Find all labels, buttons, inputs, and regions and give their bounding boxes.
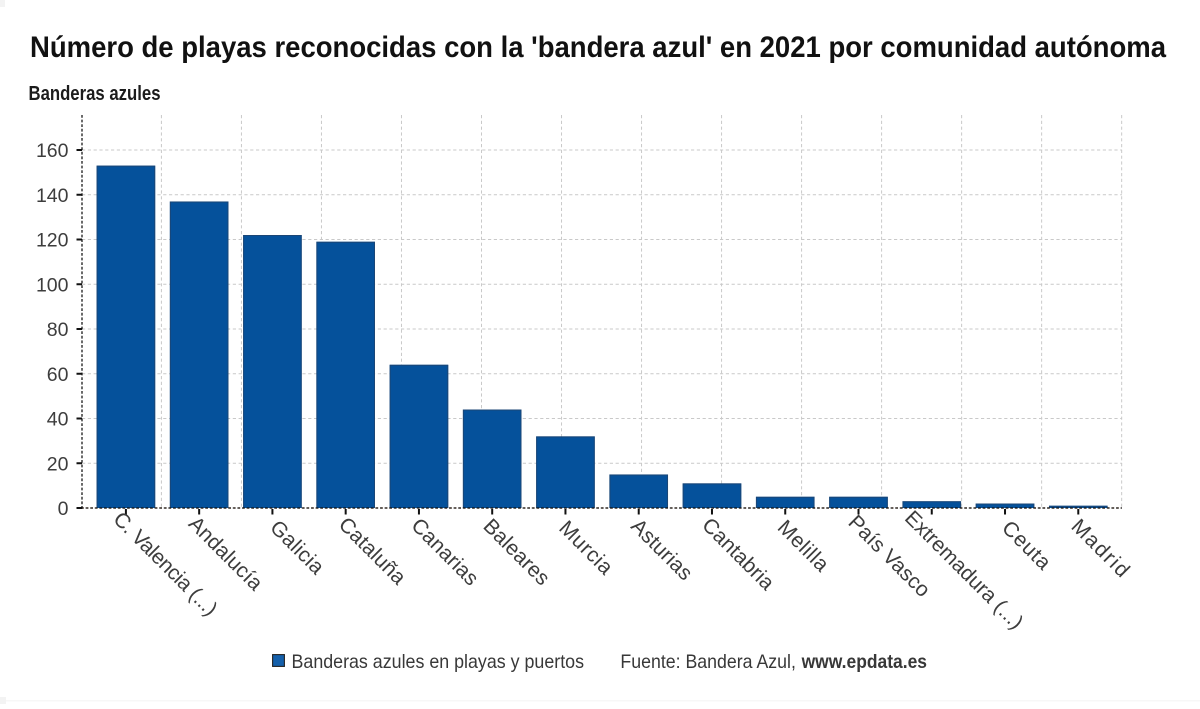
svg-text:160: 160 bbox=[36, 140, 69, 162]
svg-text:Banderas azules en playas y pu: Banderas azules en playas y puertos bbox=[292, 651, 585, 673]
svg-text:Fuente: Bandera Azul,: Fuente: Bandera Azul, bbox=[620, 651, 796, 673]
svg-text:www.epdata.es: www.epdata.es bbox=[801, 651, 927, 673]
svg-text:20: 20 bbox=[47, 453, 69, 475]
svg-text:40: 40 bbox=[47, 409, 69, 431]
svg-text:140: 140 bbox=[36, 185, 69, 207]
svg-text:120: 120 bbox=[36, 230, 69, 252]
svg-text:100: 100 bbox=[36, 274, 69, 296]
svg-text:0: 0 bbox=[58, 498, 69, 520]
svg-text:60: 60 bbox=[47, 364, 69, 386]
svg-text:Número de playas reconocidas c: Número de playas reconocidas con la 'ban… bbox=[30, 31, 1167, 64]
svg-text:80: 80 bbox=[47, 319, 69, 341]
svg-text:Banderas azules: Banderas azules bbox=[29, 83, 161, 105]
